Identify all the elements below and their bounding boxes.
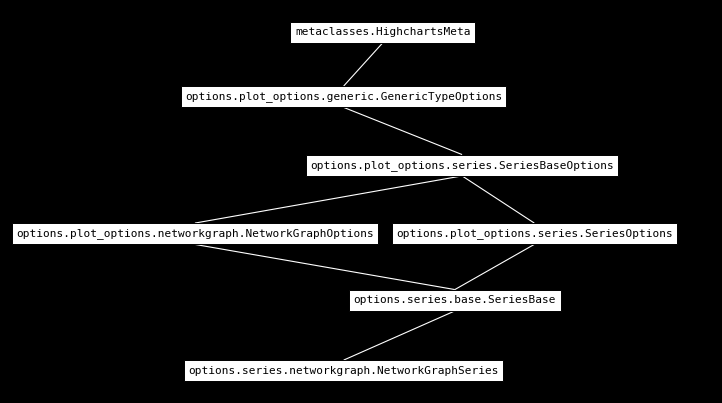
Bar	[290, 22, 475, 43]
Text: options.series.networkgraph.NetworkGraphSeries: options.series.networkgraph.NetworkGraph…	[188, 366, 499, 376]
Text: options.plot_options.generic.GenericTypeOptions: options.plot_options.generic.GenericType…	[185, 91, 503, 102]
Text: options.series.base.SeriesBase: options.series.base.SeriesBase	[354, 295, 556, 305]
Bar	[391, 223, 677, 244]
Bar	[349, 290, 561, 311]
Bar	[12, 223, 378, 244]
Bar	[184, 360, 503, 381]
Text: options.plot_options.series.SeriesBaseOptions: options.plot_options.series.SeriesBaseOp…	[310, 160, 614, 171]
Bar	[181, 86, 506, 107]
Text: metaclasses.HighchartsMeta: metaclasses.HighchartsMeta	[295, 27, 471, 37]
Text: options.plot_options.networkgraph.NetworkGraphOptions: options.plot_options.networkgraph.Networ…	[16, 228, 374, 239]
Text: options.plot_options.series.SeriesOptions: options.plot_options.series.SeriesOption…	[396, 228, 673, 239]
Bar	[306, 155, 618, 176]
